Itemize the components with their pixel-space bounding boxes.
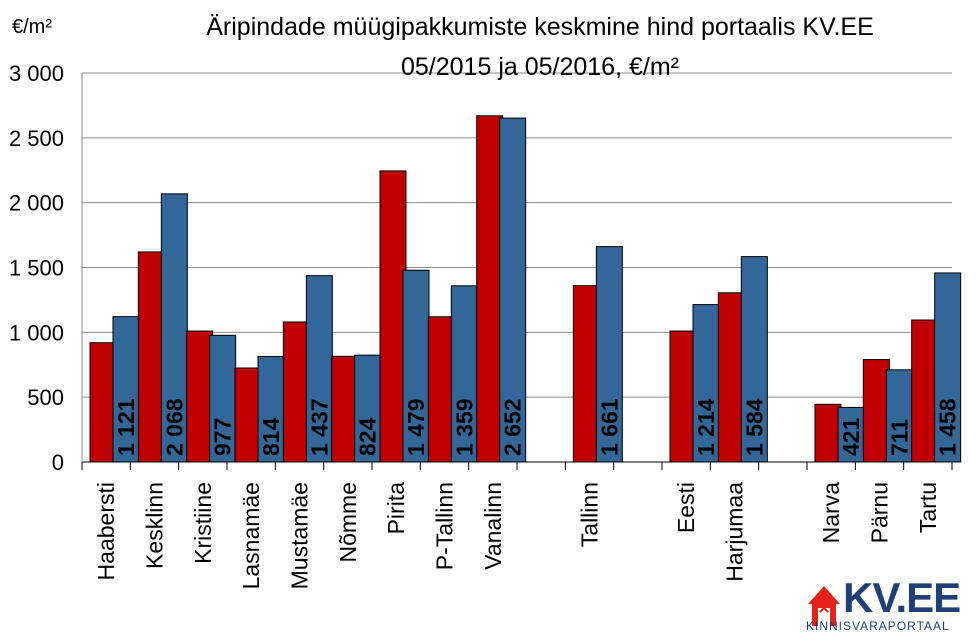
bar-2016 <box>934 272 962 463</box>
bar-2015 <box>379 170 407 463</box>
x-tick-label: Mustamäe <box>287 482 313 589</box>
x-tick-label: Tallinn <box>577 482 603 547</box>
y-tick-label: 2 500 <box>9 126 64 151</box>
bar-2016 <box>692 304 720 463</box>
bar-2015 <box>331 355 359 463</box>
bar-2016 <box>740 256 768 463</box>
y-axis-ticks: 0 500 1 000 1 500 2 000 2 500 3 000 <box>9 61 64 475</box>
data-label: 814 <box>258 417 284 456</box>
bar-2015 <box>862 359 890 463</box>
x-tick-label: Tartu <box>915 482 941 533</box>
bar-2016 <box>305 275 333 463</box>
bar-2015 <box>717 292 745 463</box>
bar-2015 <box>137 251 165 463</box>
bar-2016 <box>595 246 623 463</box>
data-label: 1 458 <box>935 398 961 456</box>
bar-2015 <box>911 319 939 463</box>
data-label: 1 479 <box>403 398 429 456</box>
x-tick-label: P-Tallinn <box>432 482 458 570</box>
logo-tagline: KINNISVARAPORTAAL <box>806 619 950 633</box>
x-tick-label: Narva <box>818 482 844 544</box>
x-tick-label: Pärnu <box>867 482 893 543</box>
bar-2016 <box>160 193 188 463</box>
x-tick-label: Eesti <box>673 482 699 533</box>
house-icon <box>808 586 840 626</box>
bar-2016 <box>837 406 865 463</box>
y-tick-label: 0 <box>52 450 64 475</box>
data-label: 2 068 <box>161 398 187 456</box>
chart-title-line1: Äripindade müügipakkumiste keskmine hind… <box>206 13 874 41</box>
chart-title-line2: 05/2015 ja 05/2016, €/m² <box>401 53 679 81</box>
bar-2015 <box>186 330 214 463</box>
x-tick-label: Haabersti <box>93 482 119 580</box>
bar-2015 <box>234 367 262 463</box>
x-tick-label: Pirita <box>383 482 409 535</box>
data-label: 711 <box>886 419 912 456</box>
data-label: 1 214 <box>693 398 719 456</box>
x-tick-label: Kristiine <box>190 482 216 564</box>
kv-ee-logo <box>808 586 840 626</box>
data-label: 1 359 <box>451 398 477 456</box>
x-tick-label: Nõmme <box>335 482 361 563</box>
y-tick-label: 1 000 <box>9 320 64 345</box>
data-label: 1 661 <box>596 398 622 456</box>
data-label: 1 437 <box>306 398 332 456</box>
bar-2016 <box>499 117 527 463</box>
data-label: 824 <box>355 417 381 456</box>
x-tick-label: Kesklinn <box>142 482 168 569</box>
bar-2015 <box>669 330 697 463</box>
data-label: 1 584 <box>741 398 767 456</box>
data-label: 1 121 <box>113 398 139 456</box>
bar-2016 <box>257 355 285 463</box>
x-axis-labels: Haabersti Kesklinn Kristiine Lasnamäe Mustam… <box>93 482 941 590</box>
bar-2015 <box>476 115 504 463</box>
bar-2015 <box>427 316 455 463</box>
logo-text: KV.EE <box>843 574 961 621</box>
x-tick-label: Vanalinn <box>480 482 506 570</box>
x-tick-label: Lasnamäe <box>238 482 264 589</box>
data-label: 977 <box>210 418 236 456</box>
bar-2016 <box>354 354 382 463</box>
bars: 1 121 2 068 977 814 1 437 824 1 479 1 359 2 652 1… <box>89 115 962 463</box>
x-tick-label: Harjumaa <box>722 482 748 582</box>
bar-2015 <box>282 321 310 463</box>
bar-2016 <box>402 269 430 463</box>
data-label: 421 <box>838 417 864 456</box>
y-tick-label: 500 <box>27 385 64 410</box>
data-label: 2 652 <box>500 398 526 456</box>
y-tick-label: 1 500 <box>9 256 64 281</box>
bar-2016 <box>885 369 913 463</box>
y-axis-unit-label: €/m² <box>12 16 52 38</box>
y-tick-label: 2 000 <box>9 191 64 216</box>
y-tick-label: 3 000 <box>9 61 64 86</box>
